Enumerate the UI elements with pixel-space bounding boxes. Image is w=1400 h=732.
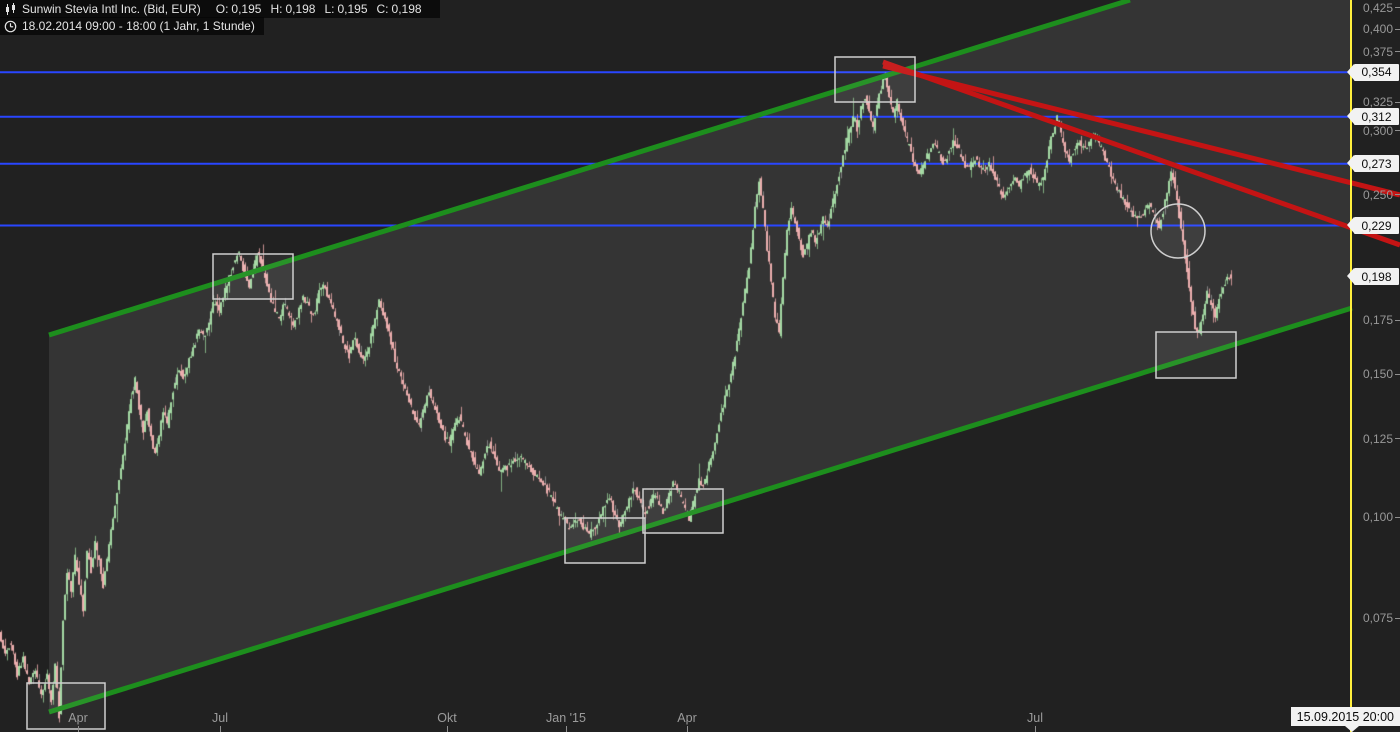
instrument-title: Sunwin Stevia Intl Inc. (Bid, EUR) xyxy=(22,2,201,16)
instrument-header: Sunwin Stevia Intl Inc. (Bid, EUR) O: 0,1… xyxy=(0,0,440,18)
red-trendline[interactable] xyxy=(882,59,1400,248)
annotation-circle[interactable] xyxy=(1150,203,1206,259)
price-tick-label: 0,075 xyxy=(1363,611,1400,625)
price-tick-label: 0,375 xyxy=(1363,45,1400,59)
date-range-header: 18.02.2014 09:00 - 18:00 (1 Jahr, 1 Stun… xyxy=(0,17,264,35)
price-level-callout: 0,312 xyxy=(1347,108,1399,126)
price-level-callout: 0,229 xyxy=(1347,217,1399,235)
price-level-callout: 0,354 xyxy=(1347,63,1399,81)
clock-icon xyxy=(4,20,17,32)
price-tick-label: 0,125 xyxy=(1363,432,1400,446)
annotation-rectangle[interactable] xyxy=(834,56,916,103)
date-range-text: 18.02.2014 09:00 - 18:00 (1 Jahr, 1 Stun… xyxy=(22,19,255,33)
candlestick-icon xyxy=(6,2,15,15)
price-tick-label: 0,300 xyxy=(1363,124,1400,138)
cursor-date-pointer xyxy=(1345,726,1359,732)
price-axis-border xyxy=(1350,0,1352,732)
annotation-rectangle[interactable] xyxy=(1155,331,1237,379)
time-tick-label: Jan '15 xyxy=(546,711,586,725)
annotation-rectangle[interactable] xyxy=(26,682,106,730)
time-tick-mark xyxy=(220,726,221,732)
trend-channel-line[interactable] xyxy=(48,0,1131,338)
price-tick-label: 0,250 xyxy=(1363,188,1400,202)
time-tick-mark xyxy=(1035,726,1036,732)
price-level-callout: 0,273 xyxy=(1347,155,1399,173)
time-tick-mark xyxy=(447,726,448,732)
annotation-rectangle[interactable] xyxy=(642,488,724,534)
time-tick-label: Jul xyxy=(212,711,228,725)
time-tick-label: Jul xyxy=(1027,711,1043,725)
price-tick-label: 0,175 xyxy=(1363,313,1400,327)
price-tick-label: 0,100 xyxy=(1363,510,1400,524)
price-tick-label: 0,325 xyxy=(1363,95,1400,109)
last-price-callout: 0,198 xyxy=(1347,268,1399,286)
time-tick-mark xyxy=(78,726,79,732)
trend-channel-line[interactable] xyxy=(48,305,1353,715)
ohlc-readout: O: 0,195 H: 0,198 L: 0,195 C: 0,198 xyxy=(215,2,422,16)
red-trendline[interactable] xyxy=(882,63,1400,198)
annotation-rectangle[interactable] xyxy=(212,253,294,300)
time-tick-label: Okt xyxy=(437,711,457,725)
time-tick-label: Apr xyxy=(68,711,88,725)
annotation-rectangle[interactable] xyxy=(564,517,646,564)
price-tick-label: 0,400 xyxy=(1363,22,1400,36)
price-tick-label: 0,425 xyxy=(1363,1,1400,15)
time-tick-mark xyxy=(687,726,688,732)
cursor-date-label: 15.09.2015 20:00 xyxy=(1290,707,1400,726)
price-tick-label: 0,150 xyxy=(1363,367,1400,381)
time-tick-label: Apr xyxy=(677,711,697,725)
time-tick-mark xyxy=(566,726,567,732)
